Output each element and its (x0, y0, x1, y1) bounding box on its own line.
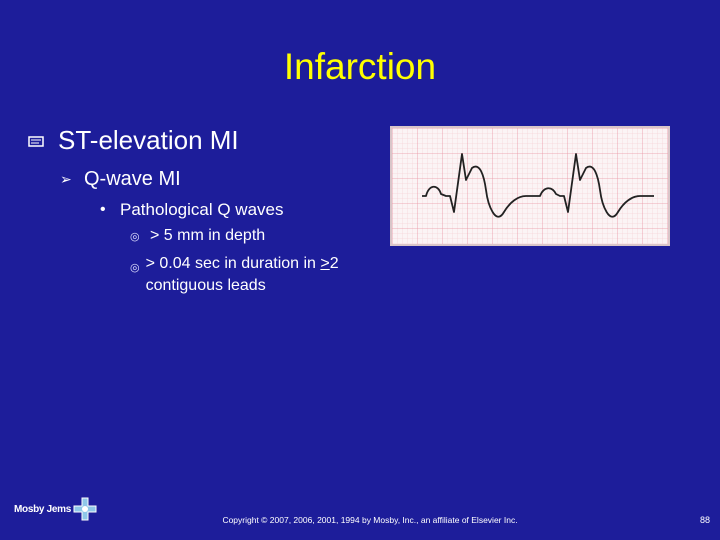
arrow-bullet-icon: ➢ (60, 171, 72, 187)
presentation-bullet-icon (28, 125, 50, 156)
copyright-footer: Copyright © 2007, 2006, 2001, 1994 by Mo… (222, 515, 518, 525)
page-number: 88 (699, 515, 710, 525)
bullet-level2: ➢ Q-wave MI (60, 168, 181, 191)
mosby-jems-logo: Mosby Jems (12, 494, 100, 530)
slide-title: Infarction (283, 46, 437, 87)
bullet-level4-text: > 5 mm in depth (150, 227, 266, 244)
bullet-level3-text: Pathological Q waves (120, 200, 284, 219)
bullet-level4-text: > 0.04 sec in duration in >2 contiguous … (145, 255, 339, 294)
bullet-level4-item: ◎ > 0.04 sec in duration in >2 contiguou… (130, 253, 360, 297)
bullet-level1: ST-elevation MI (28, 125, 239, 156)
bullet-level4-item: ◎ > 5 mm in depth (130, 227, 265, 245)
bullet-level2-text: Q-wave MI (84, 168, 181, 190)
bullet-level3: • Pathological Q waves (100, 200, 283, 220)
dot-bullet-icon: • (100, 201, 106, 218)
logo-text: Mosby Jems (14, 504, 72, 515)
circle-bullet-icon: ◎ (130, 262, 140, 274)
ecg-waveform-icon (390, 126, 670, 246)
bullet-level1-text: ST-elevation MI (58, 125, 239, 155)
circle-bullet-icon: ◎ (130, 230, 140, 243)
